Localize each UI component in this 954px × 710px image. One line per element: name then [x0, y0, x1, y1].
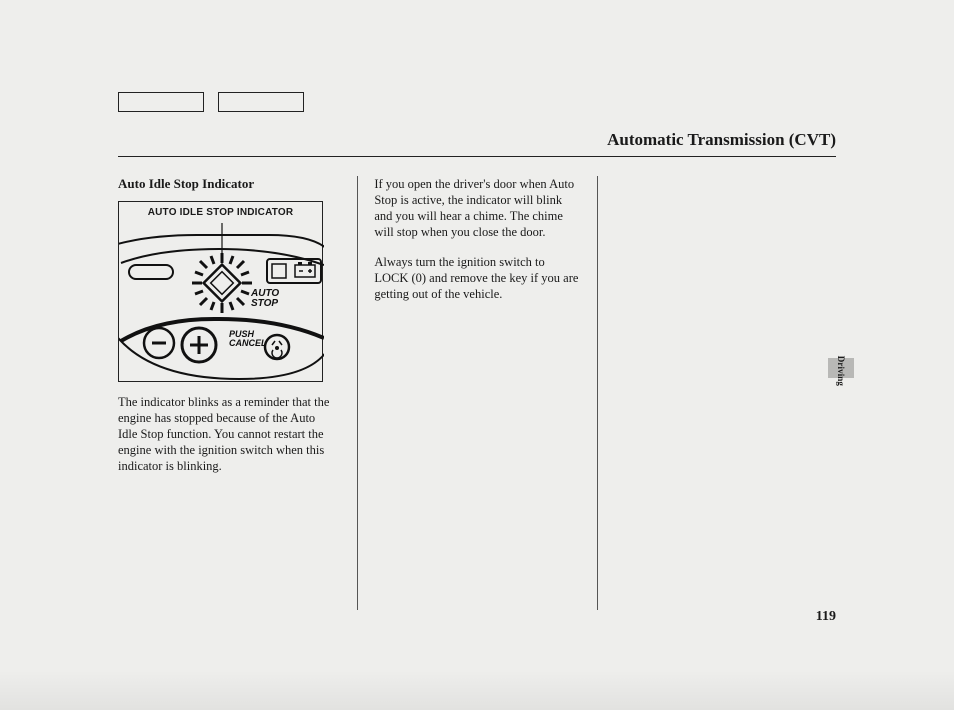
- section-side-label: Driving: [836, 356, 846, 386]
- page-title: Automatic Transmission (CVT): [118, 130, 836, 150]
- top-reference-boxes: [118, 92, 304, 112]
- col2-para2: Always turn the ignition switch to LOCK …: [374, 254, 580, 302]
- col1-paragraph: The indicator blinks as a reminder that …: [118, 394, 337, 474]
- manual-page: Automatic Transmission (CVT) Auto Idle S…: [0, 0, 954, 710]
- column-2: If you open the driver's door when Auto …: [357, 176, 596, 610]
- push-cancel-line2: CANCEL: [229, 338, 267, 348]
- auto-stop-label-line2: STOP: [251, 298, 278, 309]
- ref-box-1: [118, 92, 204, 112]
- column-1: Auto Idle Stop Indicator AUTO IDLE STOP …: [118, 176, 357, 610]
- indicator-figure: AUTO IDLE STOP INDICATOR: [118, 201, 323, 383]
- title-bar: Automatic Transmission (CVT): [118, 130, 836, 157]
- figure-illustration: AUTO STOP PUSH CANCEL: [119, 223, 324, 381]
- ref-box-2: [218, 92, 304, 112]
- column-3: [597, 176, 836, 610]
- page-number: 119: [816, 609, 836, 625]
- section-heading: Auto Idle Stop Indicator: [118, 176, 337, 193]
- page-shadow: [0, 670, 954, 710]
- content-columns: Auto Idle Stop Indicator AUTO IDLE STOP …: [118, 176, 836, 610]
- col2-para1: If you open the driver's door when Auto …: [374, 176, 580, 240]
- figure-caption: AUTO IDLE STOP INDICATOR: [119, 202, 322, 224]
